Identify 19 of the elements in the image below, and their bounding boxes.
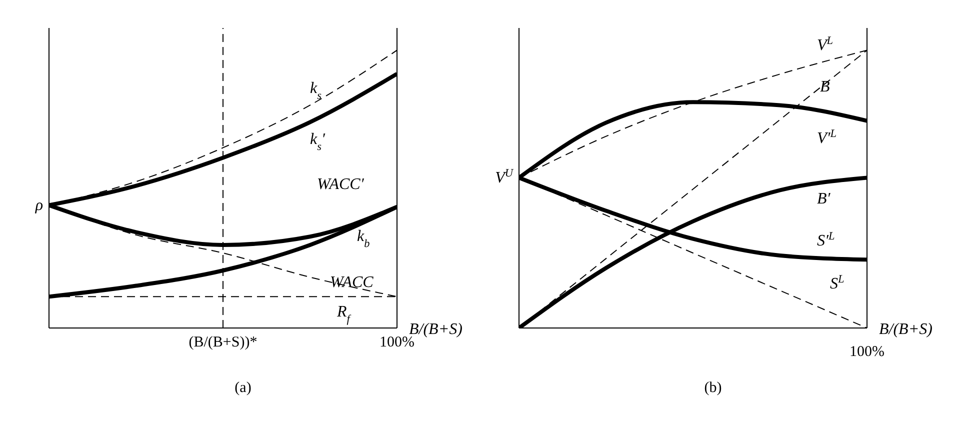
series-label: k$_{b}$: [357, 228, 370, 250]
series-label: R$_{f}$: [336, 304, 352, 326]
text: V$^{U}$: [495, 168, 514, 187]
x-axis-title: B/(B+S): [409, 321, 462, 338]
series-label: B: [820, 78, 830, 96]
series-label: S′$^{L}$: [817, 230, 835, 250]
series-label: k$_{s}$: [310, 80, 322, 102]
series-label: k$_{s}$′: [310, 131, 326, 154]
x-axis-title: B/(B+S): [879, 321, 932, 338]
series-label: V′$^{L}$: [817, 128, 837, 147]
text: ρ: [34, 197, 44, 214]
x-tick-label: (B/(B+S))*: [188, 334, 258, 351]
series-label: V$^{L}$: [817, 35, 834, 54]
series-label: WACC: [330, 274, 374, 292]
text: (b): [703, 380, 723, 397]
series-label: B′: [817, 190, 831, 208]
text: (a): [234, 380, 252, 397]
series-label: S$^{L}$: [830, 274, 844, 292]
series-label: WACC′: [317, 176, 364, 193]
